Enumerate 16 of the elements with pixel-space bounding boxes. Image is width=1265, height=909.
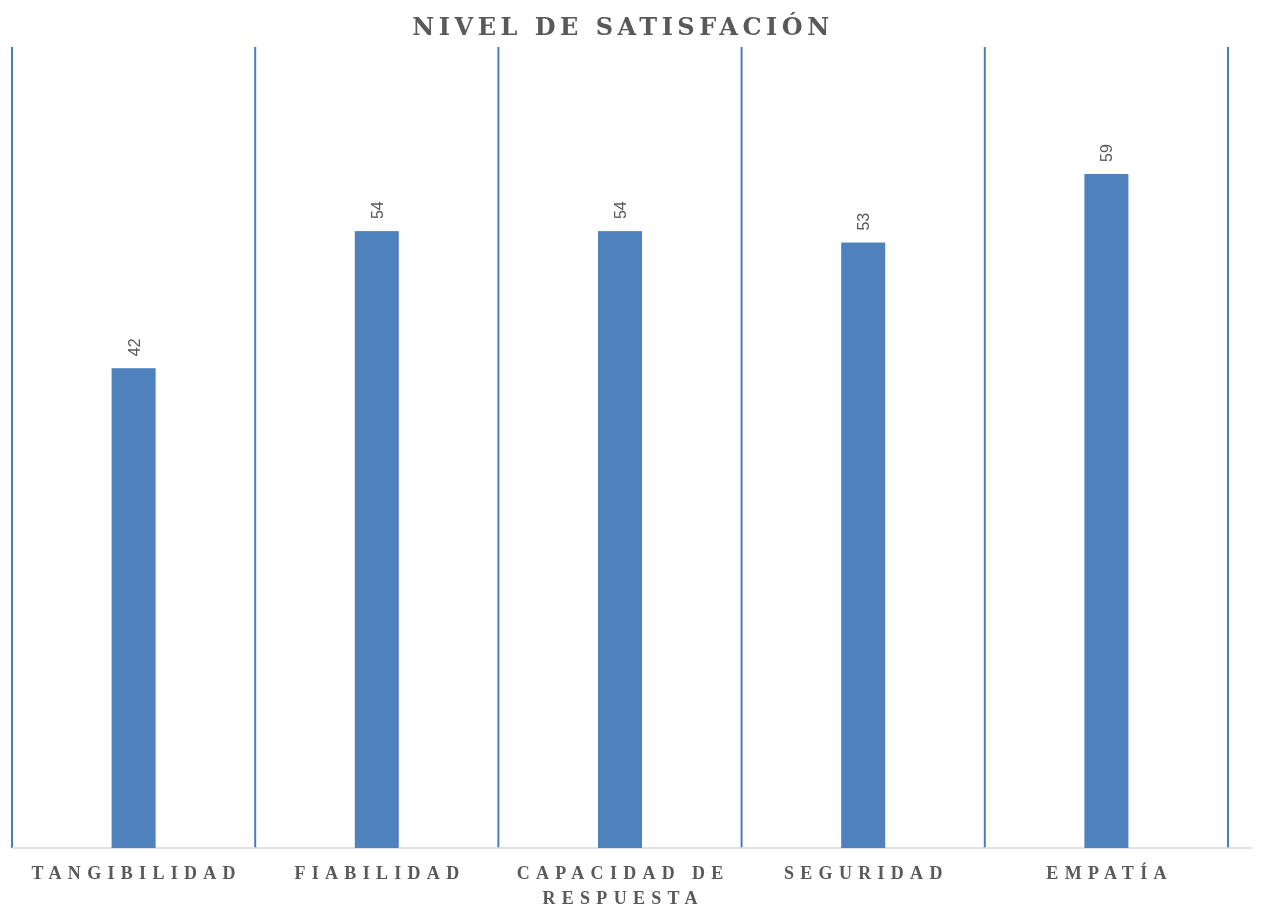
x-tick-label: EMPATÍA [1046,862,1173,883]
data-label: 54 [612,201,629,220]
x-tick-label: FIABILIDAD [294,863,466,883]
x-tick-label: SEGURIDAD [783,863,949,883]
data-label: 54 [368,201,386,220]
data-label: 53 [855,212,873,231]
x-tick-label: TANGIBILIDAD [31,863,242,883]
bar [841,242,886,848]
data-label: 59 [1098,144,1116,162]
data-label: 42 [125,338,143,357]
bar [111,368,156,848]
bar [1084,174,1129,848]
bar [354,231,399,848]
bar [598,231,642,848]
chart-title: NIVEL DE SATISFACIÓN [412,12,834,41]
x-tick-label: CAPACIDAD DE RESPUESTA [516,863,730,908]
